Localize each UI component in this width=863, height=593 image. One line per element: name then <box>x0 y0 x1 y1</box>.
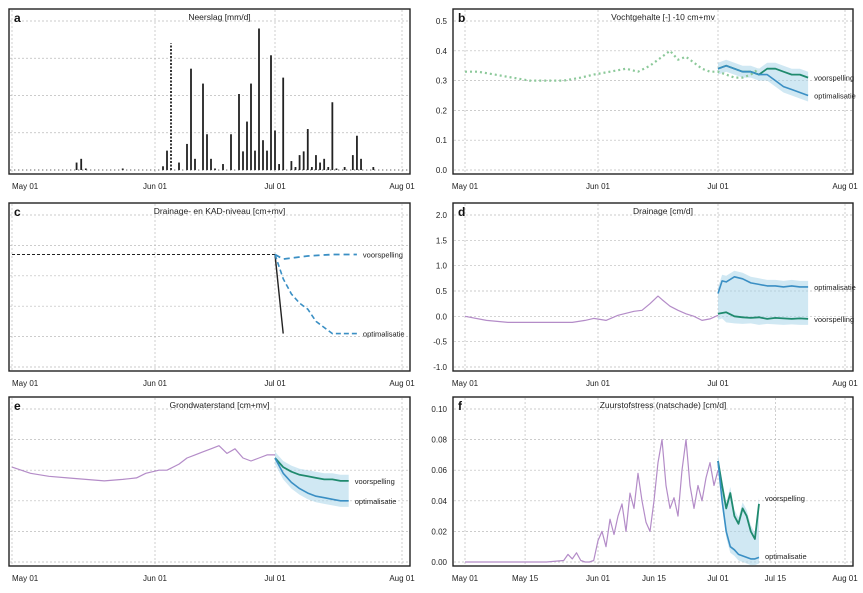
panel-letter: c <box>14 205 21 219</box>
x-tick-label: Aug 01 <box>389 182 415 191</box>
x-tick-label: Aug 01 <box>832 379 858 388</box>
plot-frame <box>8 8 411 175</box>
plot-frame <box>8 202 411 372</box>
y-tick-label: 1.0 <box>436 262 448 271</box>
series-label-optimalisatie: optimalisatie <box>765 552 807 561</box>
x-tick-label: May 15 <box>512 574 539 583</box>
x-tick-label: Jun 01 <box>143 574 168 583</box>
y-tick-label: 0.0 <box>436 312 448 321</box>
x-tick-label: Jun 15 <box>642 574 667 583</box>
series-label-voorspelling: voorspelling <box>355 477 395 486</box>
x-tick-label: Aug 01 <box>832 574 858 583</box>
kad-level-line <box>274 254 284 334</box>
voorspelling-line <box>717 311 809 320</box>
panel-title: Zuurstofstress (natschade) [cm/d] <box>600 400 727 410</box>
series-label-voorspelling: voorspelling <box>765 494 805 503</box>
optimalisatie-line <box>274 457 349 502</box>
x-tick-label: Jul 01 <box>707 379 729 388</box>
series-label-voorspelling: voorspelling <box>814 74 854 83</box>
panel-letter: d <box>458 205 465 219</box>
panel-letter: e <box>14 399 21 413</box>
y-tick-label: 0.4 <box>436 47 448 56</box>
voorspelling-line <box>717 460 760 540</box>
x-tick-label: May 01 <box>452 182 479 191</box>
y-tick-label: 0.5 <box>436 17 448 26</box>
y-tick-label: 0.10 <box>431 405 447 414</box>
panel-title: Drainage [cm/d] <box>633 206 693 216</box>
y-tick-label: 0.0 <box>436 166 448 175</box>
y-tick-label: 1.5 <box>436 236 448 245</box>
uncertainty-band <box>718 270 809 325</box>
x-tick-label: Jun 01 <box>586 182 611 191</box>
panel-letter: a <box>14 11 21 25</box>
series-label-optimalisatie: optimalisatie <box>814 92 856 101</box>
y-tick-label: 0.02 <box>431 527 447 536</box>
voorspelling-line <box>274 253 357 260</box>
panel-a: May 01 Jun 01 Jul 01 Aug 01 Neerslag [mm/d] a <box>8 8 415 191</box>
optimalisatie-line <box>274 254 357 335</box>
x-tick-label: May 01 <box>452 574 479 583</box>
y-tick-label: 0.2 <box>436 106 448 115</box>
x-tick-label: Jun 01 <box>586 379 611 388</box>
x-tick-label: May 01 <box>12 182 39 191</box>
y-tick-label: 0.5 <box>436 287 448 296</box>
history-line <box>11 445 275 482</box>
panel-e: May 01 Jun 01 Jul 01 Aug 01 Grondwaterstand … <box>8 396 415 583</box>
panel-title: Neerslag [mm/d] <box>188 12 250 22</box>
plot-frame <box>8 396 411 567</box>
x-tick-label: Aug 01 <box>832 182 858 191</box>
panel-title: Vochtgehalte [-] -10 cm+mv <box>611 12 715 22</box>
y-tick-label: -0.5 <box>433 338 447 347</box>
y-tick-label: 0.06 <box>431 466 447 475</box>
y-tick-label: 0.3 <box>436 77 448 86</box>
panel-c: May 01 Jun 01 Jul 01 Aug 01 Drainage- en KAD… <box>8 202 415 388</box>
panel-f: May 01 May 15 Jun 01 Jun 15 Jul 01 Jul 15 Aug … <box>431 396 858 583</box>
panel-letter: f <box>458 399 463 413</box>
optimalisatie-line <box>717 64 809 97</box>
optimalisatie-line <box>717 460 760 560</box>
y-tick-label: 0.04 <box>431 497 447 506</box>
y-tick-label: 0.08 <box>431 436 447 445</box>
y-tick-label: 0.1 <box>436 136 448 145</box>
panel-b: May 01 Jun 01 Jul 01 Aug 01 0.0 0.1 0.2 0.3 0.4 0… <box>436 8 858 191</box>
x-tick-label: Aug 01 <box>389 379 415 388</box>
x-tick-label: Jul 01 <box>707 182 729 191</box>
y-tick-label: -1.0 <box>433 363 447 372</box>
x-tick-label: Jul 15 <box>765 574 787 583</box>
observed-points <box>465 49 760 82</box>
x-tick-label: Jul 01 <box>264 379 286 388</box>
series-label-voorspelling: voorspelling <box>814 315 854 324</box>
voorspelling-line <box>274 457 349 482</box>
x-tick-label: Jul 01 <box>264 182 286 191</box>
series-label-voorspelling: voorspelling <box>363 251 403 260</box>
panel-letter: b <box>458 11 465 25</box>
x-tick-label: Jun 01 <box>586 574 611 583</box>
x-tick-label: Jun 01 <box>143 379 168 388</box>
history-line <box>464 295 719 323</box>
series-label-optimalisatie: optimalisatie <box>363 330 405 339</box>
optimalisatie-line <box>717 276 809 294</box>
panel-title: Drainage- en KAD-niveau [cm+mv] <box>154 206 286 216</box>
panel-title: Grondwaterstand [cm+mv] <box>170 400 270 410</box>
y-tick-label: 2.0 <box>436 211 448 220</box>
x-tick-label: May 01 <box>452 379 479 388</box>
x-tick-label: May 01 <box>12 574 39 583</box>
history-line <box>465 439 719 563</box>
panel-d: May 01 Jun 01 Jul 01 Aug 01 -1.0 -0.5 0.0 0.5 1.… <box>433 202 858 388</box>
series-label-optimalisatie: optimalisatie <box>355 497 397 506</box>
y-tick-label: 0.00 <box>431 558 447 567</box>
series-label-optimalisatie: optimalisatie <box>814 283 856 292</box>
x-tick-label: Jun 01 <box>143 182 168 191</box>
plot-frame <box>452 396 854 567</box>
uncertainty-band <box>275 451 349 507</box>
x-tick-label: May 01 <box>12 379 39 388</box>
x-tick-label: Jul 01 <box>707 574 729 583</box>
x-tick-label: Jul 01 <box>264 574 286 583</box>
x-tick-label: Aug 01 <box>389 574 415 583</box>
